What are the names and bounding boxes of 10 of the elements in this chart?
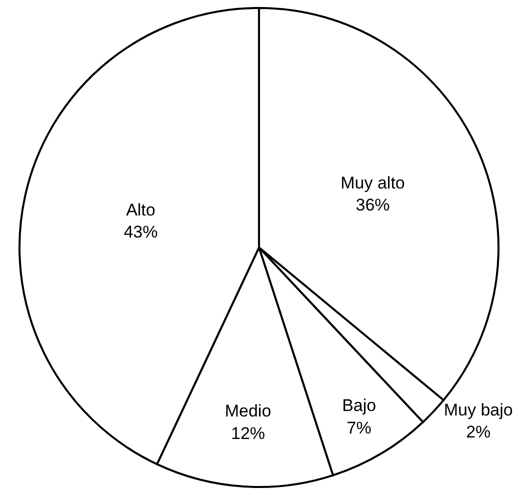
slice-label: Bajo <box>342 396 376 416</box>
data-label: 36% <box>356 196 390 215</box>
data-label: 7% <box>346 418 372 438</box>
slice-label: Muy alto <box>340 173 405 192</box>
data-label: 2% <box>466 422 491 442</box>
data-label: 43% <box>124 222 158 242</box>
slice-label: Medio <box>224 402 272 421</box>
slice-label: Muy bajo <box>444 400 513 420</box>
slice-label: Alto <box>126 200 156 220</box>
data-label: 12% <box>230 424 266 443</box>
